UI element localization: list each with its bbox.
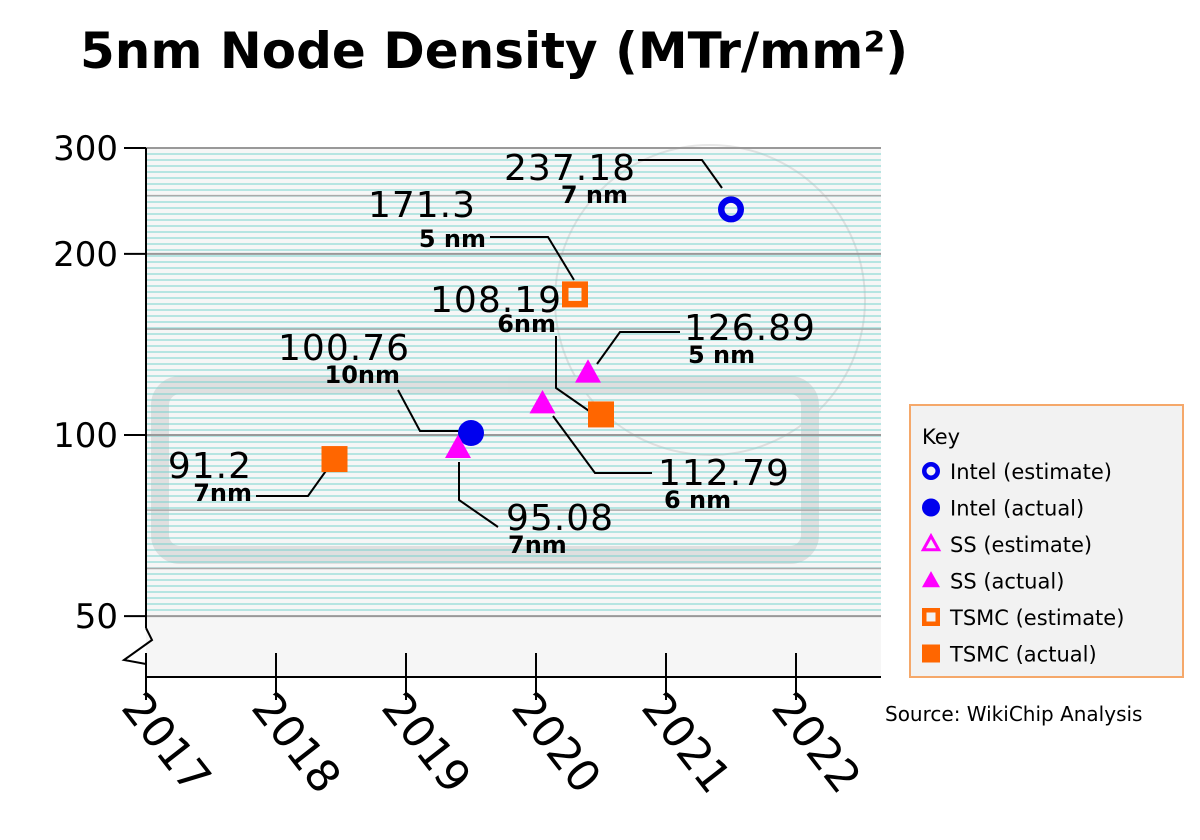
- leader-line: [256, 467, 329, 497]
- legend-marker: [922, 462, 940, 480]
- legend-label: Intel (actual): [950, 497, 1084, 521]
- x-tick-label: 2019: [371, 683, 480, 803]
- legend-label: SS (actual): [950, 570, 1064, 594]
- data-label-value: 95.08: [506, 498, 614, 539]
- y-tick-label: 100: [53, 416, 118, 456]
- data-label-node: 6 nm: [664, 486, 731, 514]
- data-points: [321, 196, 744, 473]
- leader-line: [552, 415, 652, 474]
- data-point: [718, 196, 744, 223]
- legend-marker: [922, 644, 940, 663]
- data-label-node: 6nm: [497, 310, 556, 338]
- data-label-value: 108.19: [430, 280, 562, 321]
- leader-line: [458, 462, 499, 528]
- data-point: [458, 420, 484, 447]
- legend: Key Intel (estimate) Intel (actual) SS (est…: [909, 404, 1184, 678]
- grid-lines: [146, 147, 881, 618]
- data-label-node: 5 nm: [688, 341, 755, 369]
- data-label-node: 7nm: [193, 479, 252, 507]
- data-label-value: 171.3: [368, 185, 476, 226]
- data-label-value: 126.89: [684, 308, 816, 349]
- data-point: [588, 401, 614, 428]
- chart-title: 5nm Node Density (MTr/mm²): [80, 22, 908, 80]
- wikichip-watermark: [151, 144, 866, 564]
- legend-box: [909, 404, 1184, 678]
- y-tick-label: 300: [53, 129, 118, 169]
- x-tick-label: 2018: [241, 683, 350, 803]
- legend-label: Intel (estimate): [950, 460, 1112, 484]
- data-label-value: 100.76: [278, 328, 410, 369]
- legend-label: TSMC (estimate): [949, 606, 1124, 630]
- data-point: [562, 281, 588, 308]
- data-label-node: 5 nm: [419, 225, 486, 253]
- watermark-chip: [151, 376, 819, 564]
- data-point: [575, 359, 601, 383]
- leader-line: [596, 331, 680, 365]
- leader-line: [555, 336, 593, 414]
- data-label-value: 112.79: [658, 453, 790, 494]
- legend-marker: [922, 608, 940, 626]
- x-tick-label: 2017: [111, 683, 220, 803]
- legend-label: TSMC (actual): [949, 643, 1097, 667]
- data-point: [529, 389, 556, 414]
- x-tick-label: 2020: [501, 683, 610, 803]
- y-tick-label: 200: [53, 235, 118, 275]
- data-label-node: 10nm: [325, 361, 401, 389]
- data-label-node: 7nm: [508, 531, 567, 559]
- annotation-leaders: [256, 159, 723, 528]
- leader-line: [638, 159, 723, 189]
- watermark-ring: [554, 144, 866, 456]
- legend-marker: [920, 532, 942, 552]
- x-tick-label: 2021: [631, 683, 740, 803]
- leader-line: [490, 236, 575, 281]
- legend-marker: [922, 498, 940, 517]
- legend-label: SS (estimate): [950, 533, 1092, 557]
- y-axis-break: [121, 627, 154, 665]
- x-tick-label: 2022: [761, 683, 870, 803]
- data-label-value: 91.2: [168, 446, 252, 487]
- data-point: [445, 434, 471, 459]
- data-label-value: 237.18: [504, 148, 636, 189]
- source-note: Source: WikiChip Analysis: [885, 702, 1142, 726]
- y-tick-label: 50: [75, 597, 118, 637]
- data-label-node: 7 nm: [561, 181, 628, 209]
- legend-title: Key: [922, 425, 960, 449]
- legend-marker: [922, 571, 940, 588]
- data-point: [321, 446, 348, 473]
- leader-line: [397, 389, 463, 432]
